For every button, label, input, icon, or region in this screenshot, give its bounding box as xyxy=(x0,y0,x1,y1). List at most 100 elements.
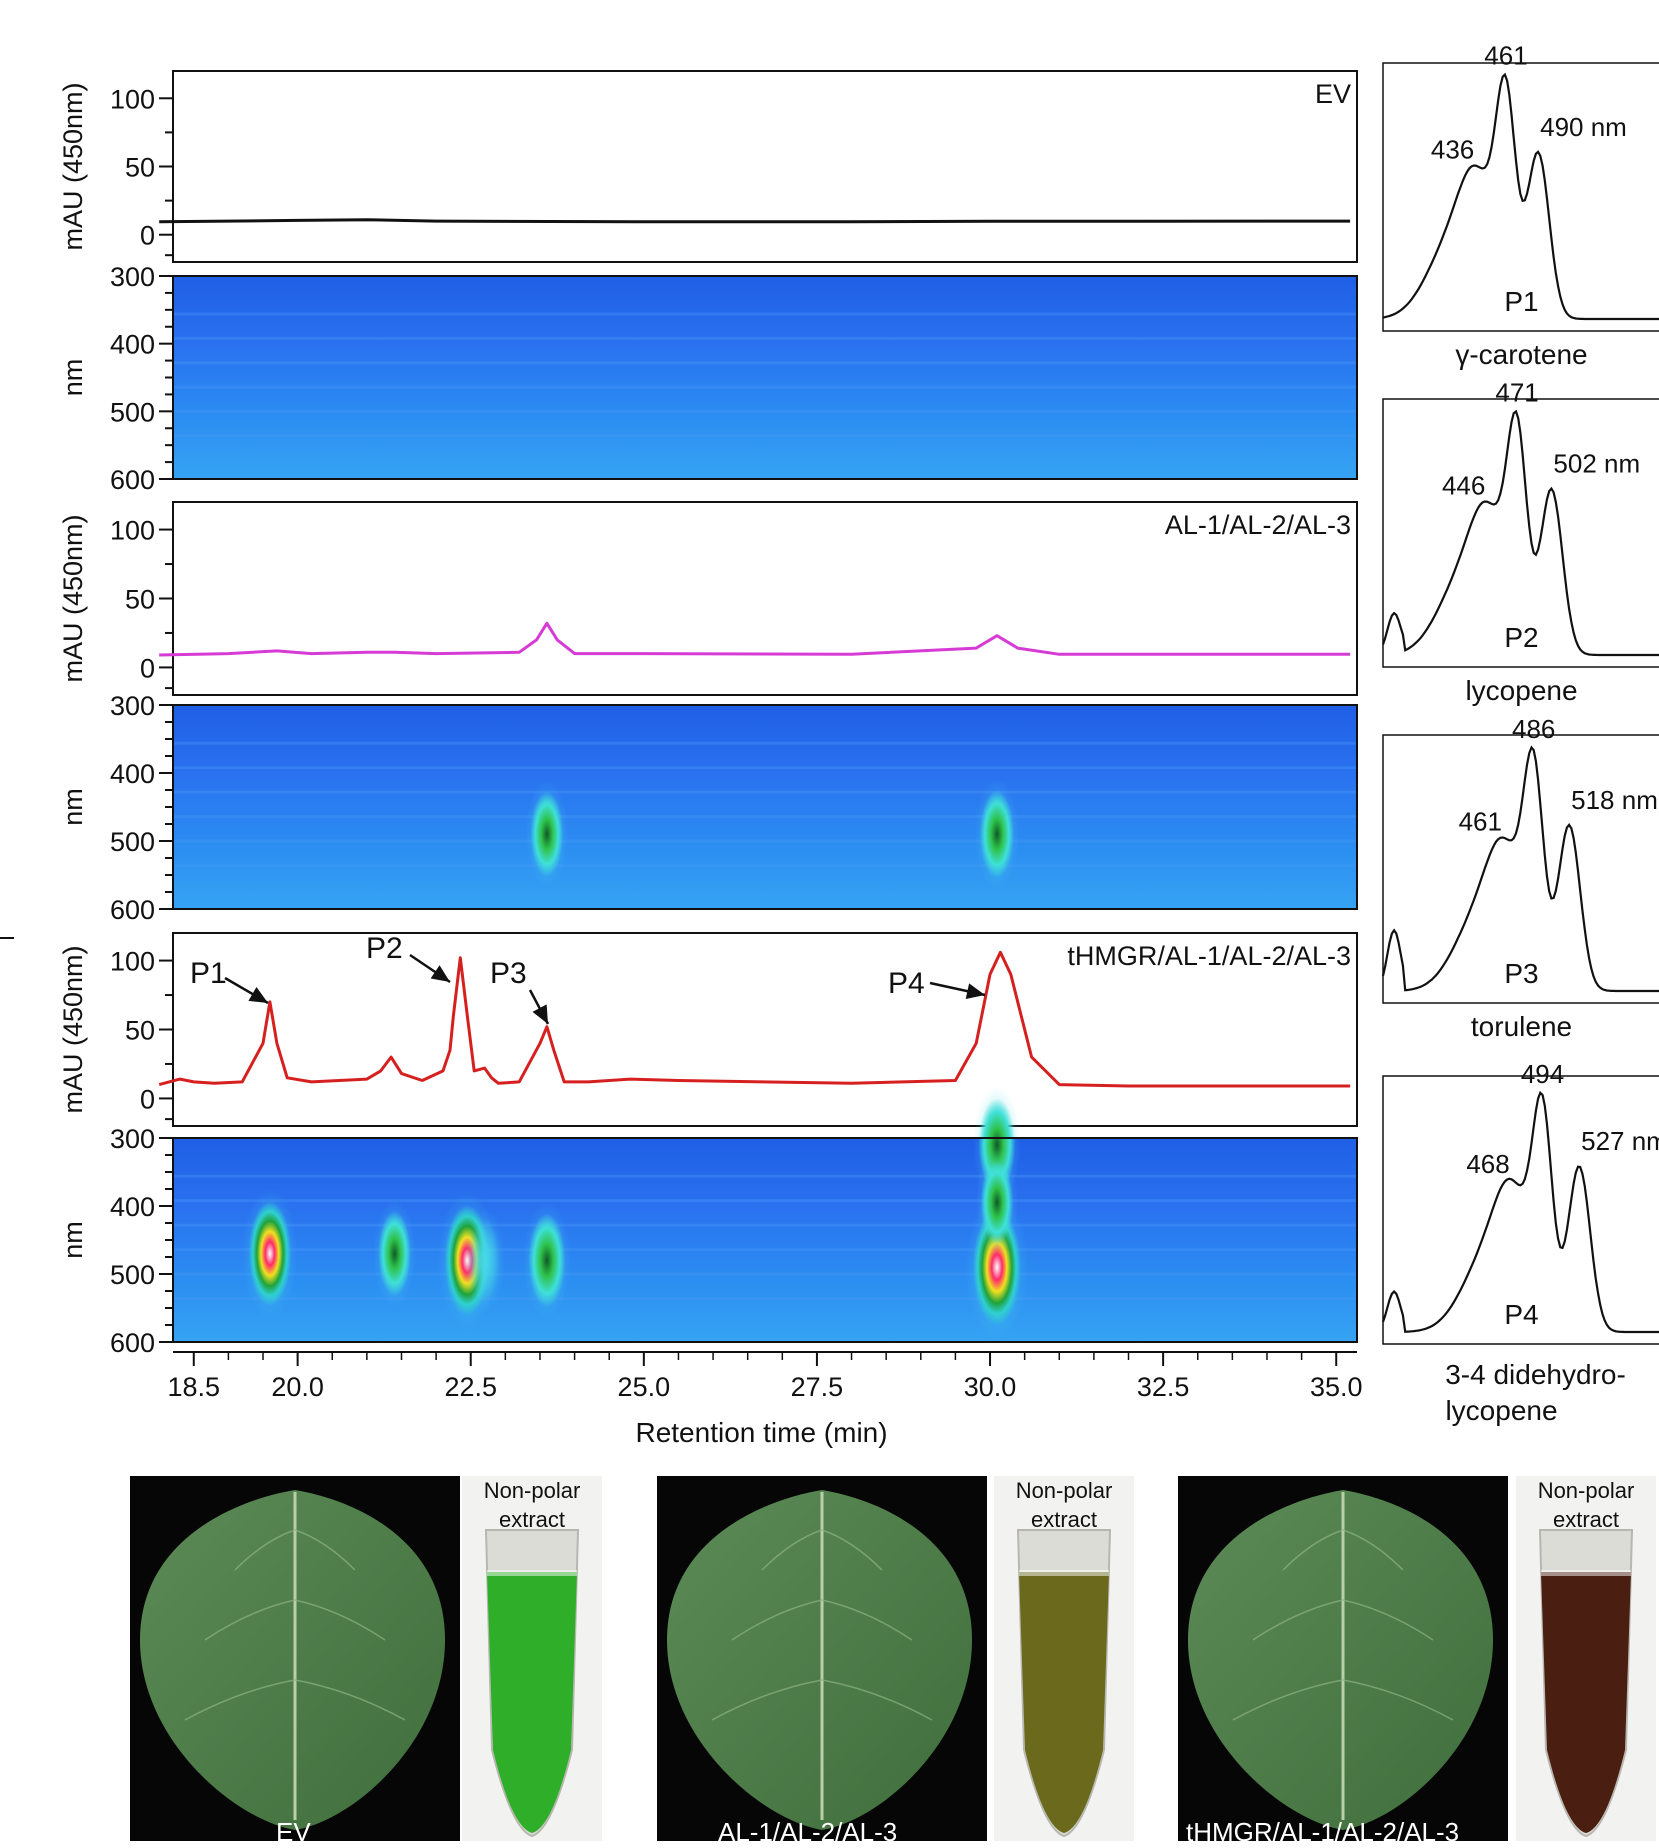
spectrum-compound-name: lycopene xyxy=(1445,1395,1557,1426)
tube-meniscus xyxy=(1019,1570,1109,1576)
x-tick-label: 20.0 xyxy=(271,1372,324,1402)
leaf-vein xyxy=(821,1599,913,1641)
photo-label-ev: EV xyxy=(276,1817,311,1847)
spectrum-frame xyxy=(1382,734,1659,1004)
y-tick-label: 0 xyxy=(140,221,155,251)
peak-arrowhead xyxy=(965,983,985,999)
heatmap-band xyxy=(173,839,1357,843)
y-tick-label: 300 xyxy=(110,1124,155,1154)
leaf-vein xyxy=(731,1599,823,1641)
tube-extract xyxy=(1541,1572,1631,1833)
y-tick-label: 100 xyxy=(110,516,155,546)
y-tick-label: 100 xyxy=(110,947,155,977)
wavelength-label: 468 xyxy=(1466,1149,1509,1179)
wavelength-label: 486 xyxy=(1512,714,1555,744)
y-tick-label: 600 xyxy=(110,1328,155,1358)
leaf-vein xyxy=(1252,1599,1344,1641)
heatmap-band xyxy=(173,336,1357,340)
heatmap-spot xyxy=(979,790,1014,879)
panel-thmgr-spectra: 300 400 500 600 nm xyxy=(58,1086,1358,1358)
leaf-vein xyxy=(204,1599,296,1641)
peak-label: P3 xyxy=(490,957,527,990)
peak-label: P1 xyxy=(190,957,227,990)
y-tick-label: 0 xyxy=(140,653,155,683)
leaf-vein xyxy=(294,1679,406,1721)
heatmap-band xyxy=(173,385,1357,389)
leaf-and-tube-photos xyxy=(130,1476,1656,1841)
wavelength-label: 527 nm xyxy=(1581,1126,1659,1156)
tube-extract xyxy=(1019,1572,1109,1833)
y-tick-label: 400 xyxy=(110,759,155,789)
tube-label-line-2: extract xyxy=(1552,1507,1620,1532)
panel-al: 100 50 0 mAU (450nm) AL-1/AL-2/AL-3 xyxy=(58,501,1358,696)
heatmap-band xyxy=(173,741,1357,745)
tube-extract xyxy=(487,1572,577,1833)
x-tick-label: 25.0 xyxy=(618,1372,671,1402)
spectrum-p1: 436 461 490 nm P1 γ-carotene xyxy=(1382,41,1659,370)
heatmap-band xyxy=(173,312,1357,316)
heatmap-spot xyxy=(530,791,564,877)
leaf-shape xyxy=(140,1490,445,1830)
x-axis-label: Retention time (min) xyxy=(635,1417,887,1448)
tube-label-line-2: extract xyxy=(1030,1507,1098,1532)
spectrum-line xyxy=(1382,72,1659,321)
x-tick-label: 22.5 xyxy=(444,1372,497,1402)
y-tick-label: 400 xyxy=(110,330,155,360)
spectrum-p3: 461 486 518 nm P3 torulene xyxy=(1381,714,1659,1042)
y-axis-label: nm xyxy=(58,788,88,826)
heatmap-band xyxy=(173,361,1357,365)
peak-label: P2 xyxy=(366,932,403,965)
plot-frame xyxy=(172,70,1358,263)
wavelength-label: 518 nm xyxy=(1571,785,1658,815)
y-tick-label: 600 xyxy=(110,465,155,495)
heatmap-background xyxy=(173,276,1357,479)
series-line xyxy=(159,218,1351,224)
spectrum-compound-name: lycopene xyxy=(1465,675,1577,706)
wavelength-label: 490 nm xyxy=(1540,112,1627,142)
heatmap-spot xyxy=(528,1213,566,1308)
wavelength-label: 436 xyxy=(1431,135,1474,165)
leaf-vein xyxy=(1282,1529,1344,1571)
spectrum-frame xyxy=(1382,1075,1659,1345)
y-tick-label: 100 xyxy=(110,84,155,114)
tube-label-line-2: extract xyxy=(498,1507,566,1532)
heatmap-band xyxy=(173,1223,1357,1227)
heatmap-band xyxy=(173,1199,1357,1203)
wavelength-label: 502 nm xyxy=(1553,449,1640,479)
leaf-vein xyxy=(821,1529,883,1571)
sample-label: AL-1/AL-2/AL-3 xyxy=(1165,510,1351,540)
heatmap-band xyxy=(173,1174,1357,1178)
tube-label-ev: Non-polar extract xyxy=(462,1476,602,1534)
heatmap-band xyxy=(173,815,1357,819)
spectrum-p2: 446 471 502 nm P2 lycopene xyxy=(1381,378,1659,706)
peak-arrowhead xyxy=(430,965,450,982)
y-tick-label: 0 xyxy=(140,1084,155,1114)
wavelength-label: 461 xyxy=(1484,41,1527,71)
y-tick-label: 600 xyxy=(110,895,155,925)
photo-panel-2 xyxy=(657,1476,1134,1841)
heatmap-spot xyxy=(980,1160,1014,1246)
wavelength-label: 471 xyxy=(1495,378,1538,408)
panel-thmgr: 100 50 0 mAU (450nm) tHMGR/AL-1/AL-2/AL-3 P1 P… xyxy=(58,932,1358,1127)
heatmap-band xyxy=(173,1272,1357,1276)
tube-meniscus xyxy=(1541,1570,1631,1576)
leaf-vein xyxy=(294,1599,386,1641)
y-tick-label: 50 xyxy=(125,1016,155,1046)
spectrum-p4: 468 494 527 nm P4 3-4 didehydro-lycopene xyxy=(1381,1059,1659,1426)
photo-panel-1 xyxy=(130,1476,602,1841)
x-tick-label: 18.5 xyxy=(167,1372,220,1402)
panel-ev-spectra: 300 400 500 600 nm xyxy=(58,262,1358,495)
heatmap-band xyxy=(173,1248,1357,1252)
y-axis-label: nm xyxy=(58,359,88,397)
panel-al-spectra: 300 400 500 600 nm xyxy=(58,691,1358,925)
y-tick-label: 500 xyxy=(110,1260,155,1290)
spectrum-compound-name: 3-4 didehydro- xyxy=(1445,1359,1626,1390)
y-tick-label: 50 xyxy=(125,585,155,615)
spectrum-peak-label: P3 xyxy=(1504,958,1538,989)
x-tick-label: 35.0 xyxy=(1310,1372,1363,1402)
tube-label-thmgr: Non-polar extract xyxy=(1516,1476,1656,1534)
spectrum-compound-name: torulene xyxy=(1471,1011,1572,1042)
spectrum-line xyxy=(1381,745,1659,993)
